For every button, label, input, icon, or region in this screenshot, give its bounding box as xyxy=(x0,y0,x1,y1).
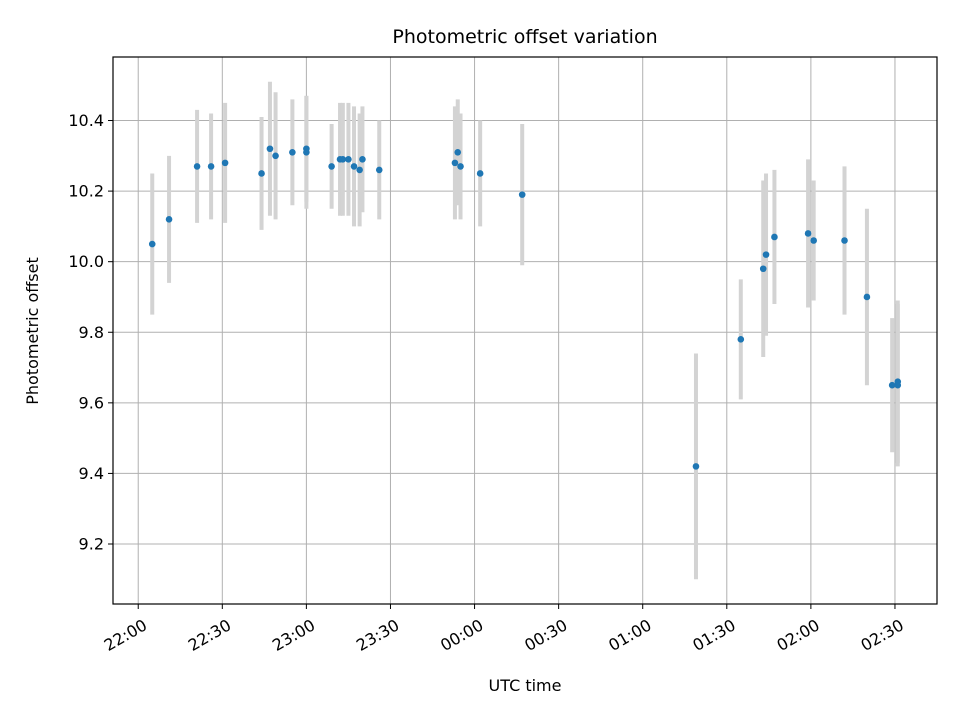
data-point xyxy=(888,381,896,389)
chart-title: Photometric offset variation xyxy=(392,26,657,48)
plot-frame xyxy=(112,56,938,605)
data-points xyxy=(148,145,902,470)
data-point xyxy=(207,163,215,170)
data-point xyxy=(476,170,484,177)
x-tick-label: 00:30 xyxy=(521,615,570,655)
y-tick-label: 9.2 xyxy=(79,535,104,554)
data-point xyxy=(810,237,817,244)
data-point xyxy=(272,152,279,160)
data-point xyxy=(804,230,812,237)
y-tick-label: 9.4 xyxy=(79,464,104,483)
y-tick-label: 10.4 xyxy=(68,111,104,130)
data-point xyxy=(841,237,848,244)
x-tick-label: 01:30 xyxy=(689,615,738,655)
data-point xyxy=(148,240,156,248)
x-axis-label: UTC time xyxy=(489,676,562,695)
error-bars xyxy=(150,81,900,580)
y-axis-ticks: 9.2 9.4 9.6 9.8 10.0 10.2 10.4 xyxy=(68,111,113,554)
grid xyxy=(113,57,937,604)
x-tick-label: 02:30 xyxy=(858,615,907,655)
data-point xyxy=(193,163,201,170)
data-point xyxy=(339,156,347,163)
x-tick-label: 23:00 xyxy=(269,615,318,655)
y-axis-label: Photometric offset xyxy=(23,257,42,405)
data-point xyxy=(289,148,296,156)
data-point xyxy=(771,233,778,241)
data-point xyxy=(692,463,700,470)
data-point xyxy=(345,156,352,163)
data-point xyxy=(518,191,526,198)
data-point xyxy=(328,163,335,170)
x-tick-label: 22:30 xyxy=(185,615,234,655)
data-point xyxy=(356,166,363,174)
data-point xyxy=(894,378,902,385)
x-tick-label: 22:00 xyxy=(101,615,150,655)
y-tick-label: 10.2 xyxy=(68,182,104,201)
data-point xyxy=(762,251,770,258)
x-tick-label: 01:00 xyxy=(605,615,654,655)
y-tick-label: 9.6 xyxy=(79,393,104,412)
data-point xyxy=(457,163,464,170)
data-point xyxy=(359,156,366,163)
data-point xyxy=(266,145,274,153)
data-point xyxy=(258,170,265,177)
data-point xyxy=(737,336,745,343)
x-tick-label: 23:30 xyxy=(353,615,402,655)
data-point xyxy=(375,166,383,174)
x-axis-ticks: 22:00 22:30 23:00 23:30 00:00 00:30 01:00 01:30… xyxy=(101,604,907,655)
x-tick-label: 02:00 xyxy=(773,615,822,655)
data-point xyxy=(221,159,229,167)
y-tick-label: 9.8 xyxy=(79,323,104,342)
data-point xyxy=(165,216,173,223)
data-point xyxy=(350,163,358,170)
y-tick-label: 10.0 xyxy=(68,252,104,271)
x-tick-label: 00:00 xyxy=(437,615,486,655)
data-point xyxy=(863,293,871,301)
data-point xyxy=(759,265,767,273)
data-point xyxy=(303,148,310,156)
data-point xyxy=(451,159,459,167)
data-point xyxy=(454,148,462,156)
